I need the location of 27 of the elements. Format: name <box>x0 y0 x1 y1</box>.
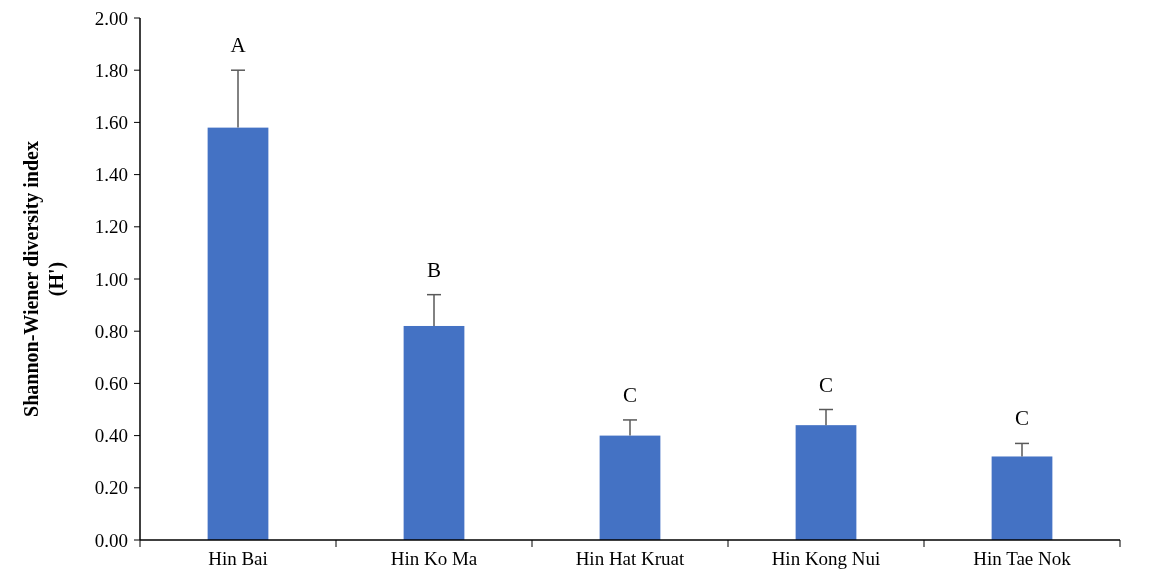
y-axis-title: Shannon-Wiener diversity index (H') <box>20 141 68 417</box>
y-tick-label: 0.20 <box>94 477 128 499</box>
y-tick-label: 2.00 <box>94 7 128 29</box>
annotation: C <box>818 372 834 397</box>
y-tick-label: 0.40 <box>94 425 128 447</box>
annotation: A <box>230 33 247 58</box>
bar <box>991 456 1053 540</box>
bar <box>795 425 857 540</box>
y-tick-label: 1.00 <box>94 268 128 290</box>
annotation: B <box>426 257 442 282</box>
y-tick-label: 0.80 <box>94 320 128 342</box>
bar <box>599 435 661 540</box>
y-tick-label: 1.20 <box>94 216 128 238</box>
bar <box>403 325 465 540</box>
x-tick-label: Hin Ko Ma <box>390 548 478 570</box>
x-tick-label: Hin Bai <box>208 548 268 570</box>
y-tick-label: 1.40 <box>94 164 128 186</box>
annotation: C <box>1014 406 1030 431</box>
y-tick-label: 1.60 <box>94 112 128 134</box>
x-tick-label: Hin Hat Kruat <box>575 548 686 570</box>
annotation: C <box>622 382 638 407</box>
y-tick-label: 1.80 <box>94 59 128 81</box>
x-tick-label: Hin Tae Nok <box>973 548 1072 570</box>
y-tick-label: 0.00 <box>94 529 128 551</box>
bar <box>207 127 269 540</box>
x-tick-label: Hin Kong Nui <box>771 548 881 570</box>
y-tick-label: 0.60 <box>94 373 128 395</box>
